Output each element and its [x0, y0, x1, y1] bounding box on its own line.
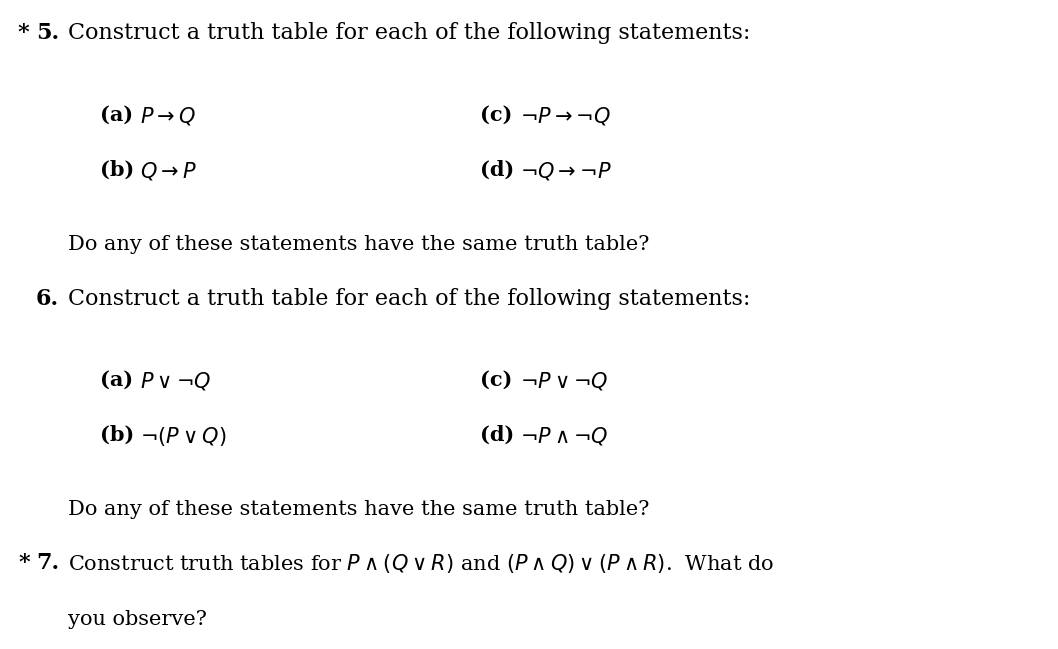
- Text: (b): (b): [101, 160, 134, 180]
- Text: (a): (a): [101, 105, 133, 125]
- Text: (c): (c): [480, 105, 512, 125]
- Text: 5.: 5.: [36, 22, 59, 44]
- Text: (c): (c): [480, 370, 512, 390]
- Text: Construct a truth table for each of the following statements:: Construct a truth table for each of the …: [68, 22, 750, 44]
- Text: $P \vee {\neg Q}$: $P \vee {\neg Q}$: [140, 370, 212, 392]
- Text: $\neg P \wedge {\neg Q}$: $\neg P \wedge {\neg Q}$: [519, 425, 608, 447]
- Text: $\neg P \rightarrow \neg Q$: $\neg P \rightarrow \neg Q$: [519, 105, 610, 127]
- Text: you observe?: you observe?: [68, 610, 207, 629]
- Text: $Q \rightarrow P$: $Q \rightarrow P$: [140, 160, 197, 182]
- Text: Construct truth tables for $P \wedge (Q \vee R)$ and $(P \wedge Q) \vee (P \wedg: Construct truth tables for $P \wedge (Q …: [68, 552, 774, 575]
- Text: Do any of these statements have the same truth table?: Do any of these statements have the same…: [68, 500, 650, 519]
- Text: (d): (d): [480, 160, 514, 180]
- Text: Do any of these statements have the same truth table?: Do any of these statements have the same…: [68, 235, 650, 254]
- Text: $P \rightarrow Q$: $P \rightarrow Q$: [140, 105, 196, 127]
- Text: $\neg P \vee {\neg Q}$: $\neg P \vee {\neg Q}$: [519, 370, 608, 392]
- Text: (b): (b): [101, 425, 134, 445]
- Text: $\neg Q \rightarrow \neg P$: $\neg Q \rightarrow \neg P$: [519, 160, 612, 182]
- Text: *: *: [18, 552, 30, 574]
- Text: 7.: 7.: [36, 552, 59, 574]
- Text: $\neg (P \vee Q)$: $\neg (P \vee Q)$: [140, 425, 226, 448]
- Text: (d): (d): [480, 425, 514, 445]
- Text: *: *: [18, 22, 37, 44]
- Text: (a): (a): [101, 370, 133, 390]
- Text: 6.: 6.: [36, 288, 59, 310]
- Text: Construct a truth table for each of the following statements:: Construct a truth table for each of the …: [68, 288, 750, 310]
